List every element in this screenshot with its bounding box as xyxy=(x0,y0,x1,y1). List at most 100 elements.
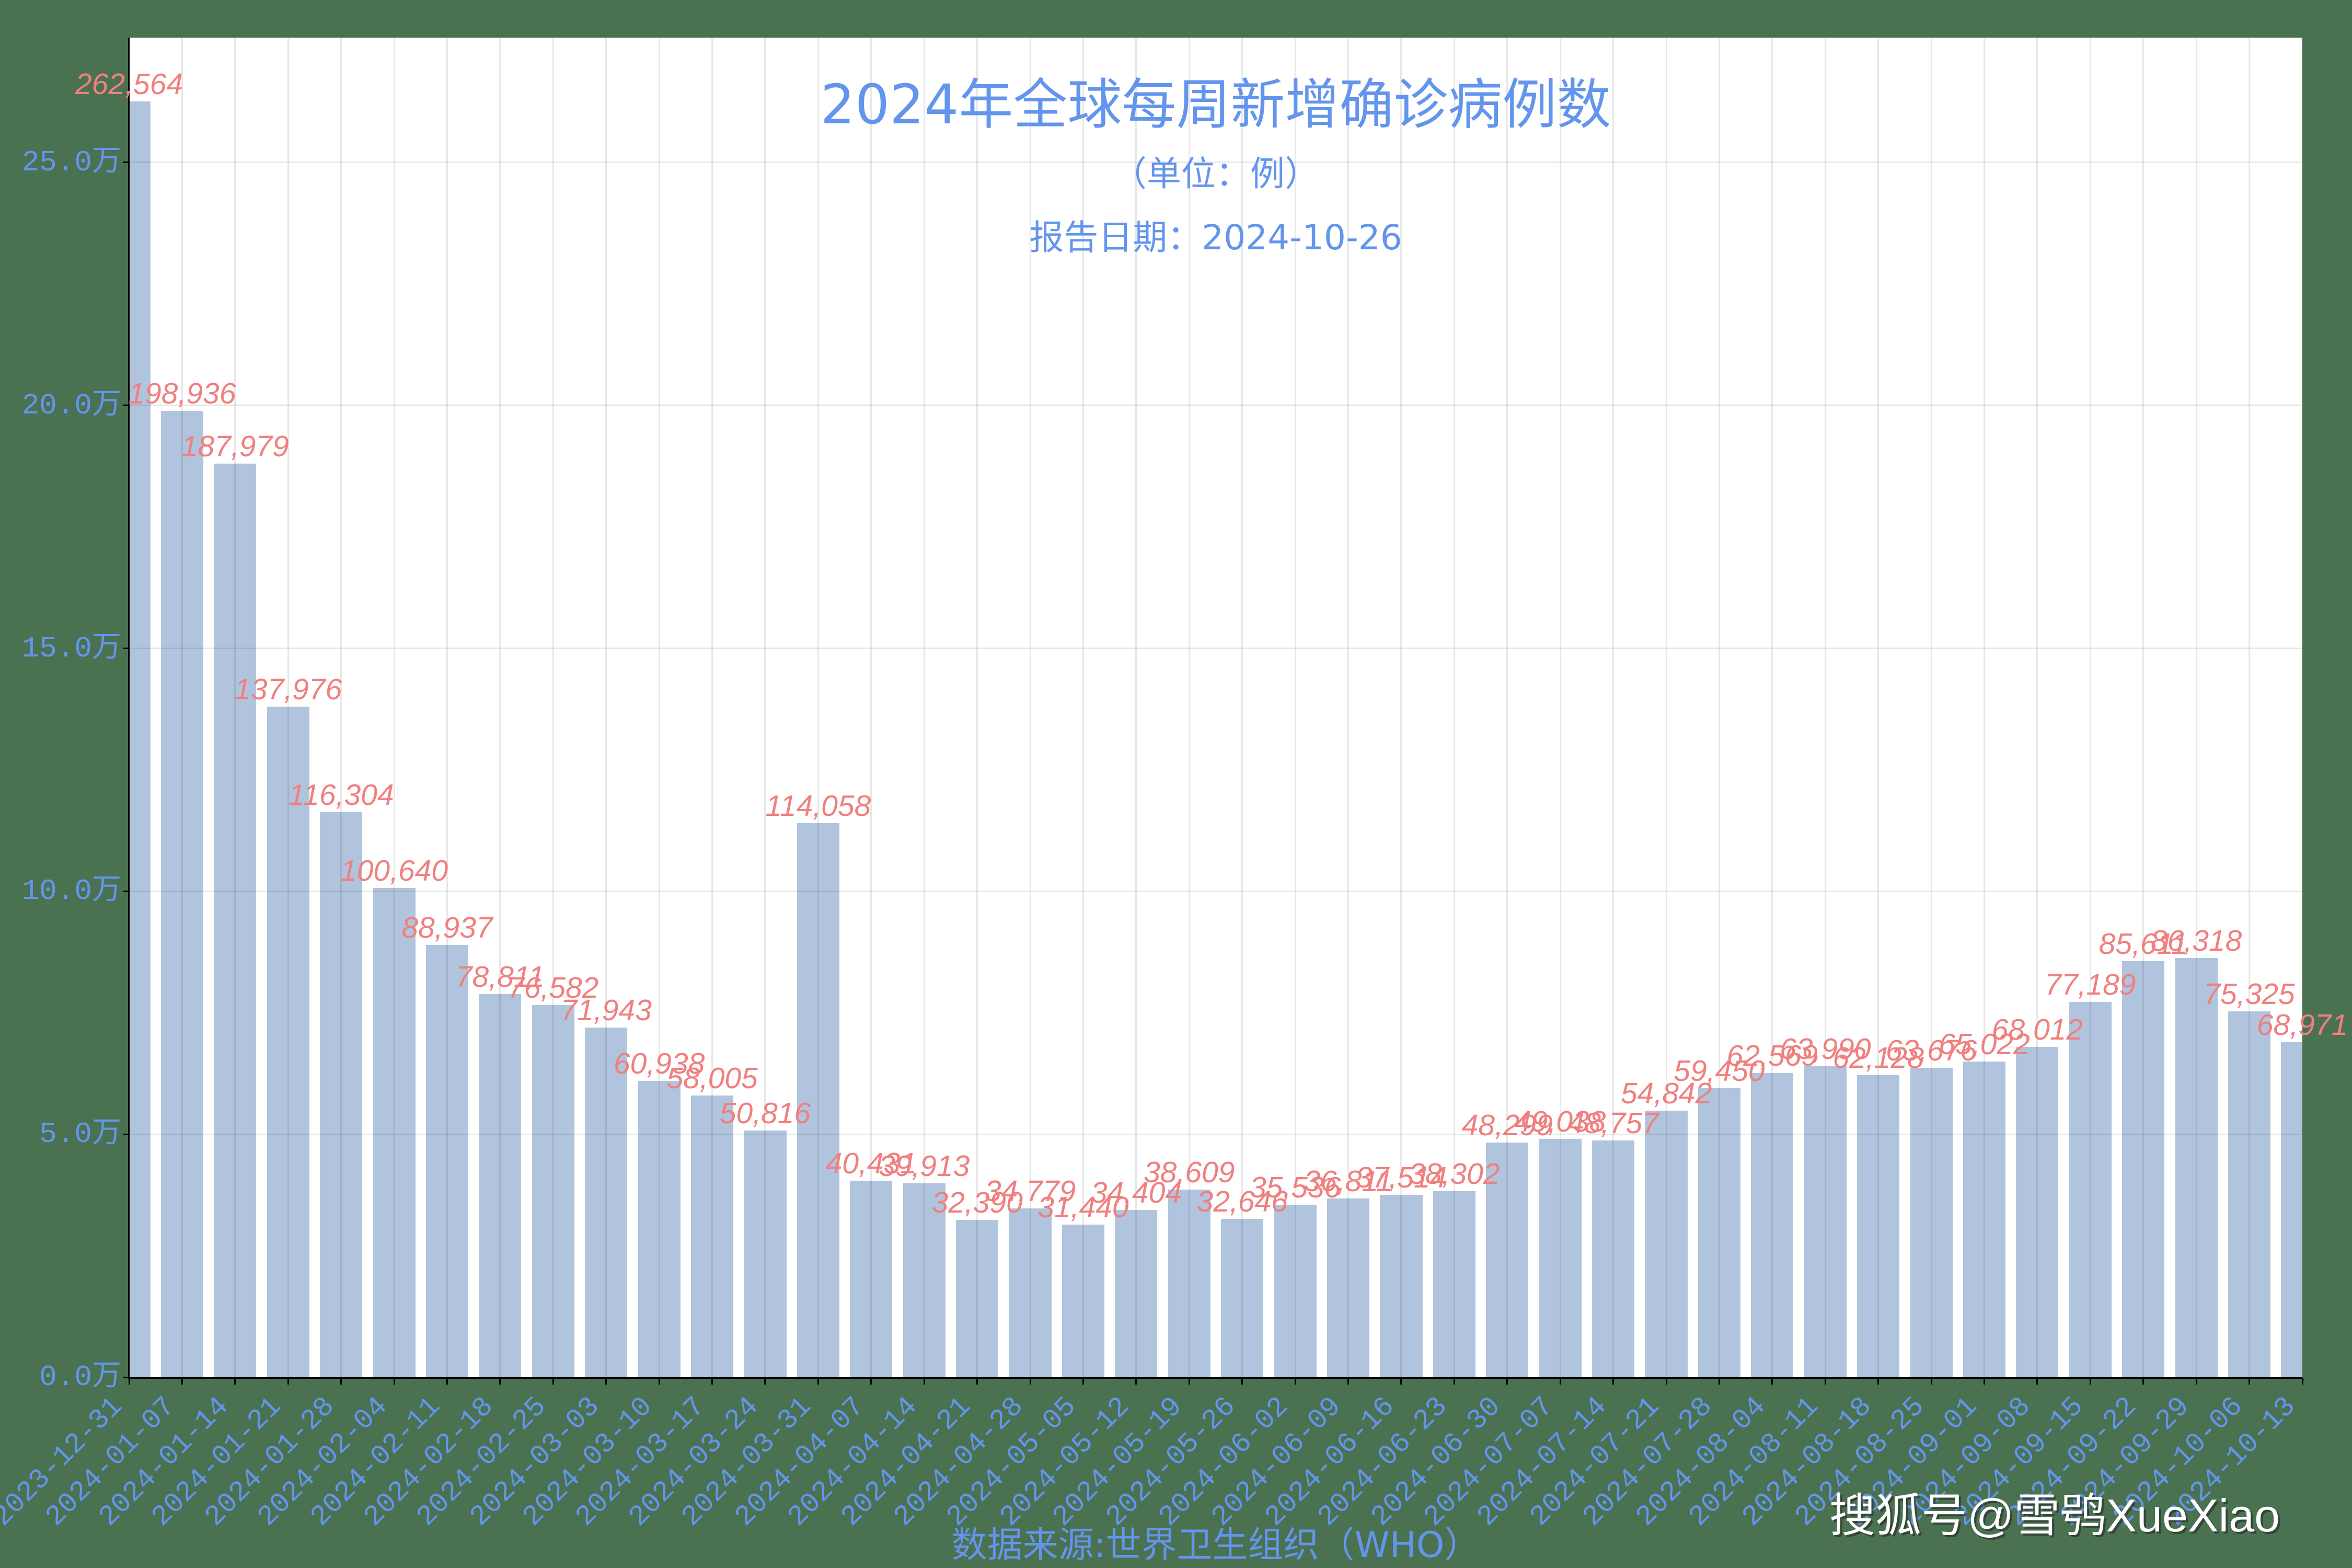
x-tick-mark xyxy=(1771,1378,1773,1385)
bar-value-label: 58,005 xyxy=(666,1061,758,1095)
vertical-grid-line xyxy=(446,38,448,1377)
bar-value-label: 76,582 xyxy=(508,971,599,1005)
x-tick-mark xyxy=(1718,1378,1720,1385)
vertical-grid-line xyxy=(1135,38,1137,1377)
bar xyxy=(1963,1061,2006,1377)
bar-value-label: 38,609 xyxy=(1144,1156,1235,1190)
bar-value-label: 65,022 xyxy=(1939,1027,2030,1061)
bar-value-label: 35,536 xyxy=(1249,1170,1341,1204)
bar-value-label: 68,971 xyxy=(2256,1008,2348,1042)
bar-value-label: 32,390 xyxy=(931,1185,1023,1219)
vertical-grid-line xyxy=(1771,38,1773,1377)
y-tick-mark xyxy=(123,648,129,649)
x-tick-mark xyxy=(1824,1378,1826,1385)
y-tick-mark xyxy=(123,890,129,892)
bar xyxy=(850,1181,893,1377)
vertical-grid-line xyxy=(499,38,501,1377)
bar xyxy=(638,1081,681,1377)
horizontal-grid-line xyxy=(129,890,2302,892)
x-tick-mark xyxy=(2301,1378,2303,1385)
chart-title: 2024年全球每周新增确诊病例数 xyxy=(820,73,1611,136)
bar xyxy=(2016,1046,2059,1377)
bar xyxy=(425,945,469,1377)
bar xyxy=(1433,1191,1475,1377)
bar-value-label: 86,318 xyxy=(2150,924,2242,958)
x-tick-mark xyxy=(923,1378,925,1385)
x-tick-mark xyxy=(1665,1378,1667,1385)
y-tick-mark xyxy=(123,162,129,164)
bar-value-label: 114,058 xyxy=(765,789,871,823)
bar-value-label: 62,128 xyxy=(1832,1041,1924,1075)
x-tick-mark xyxy=(2089,1378,2091,1385)
x-tick-mark xyxy=(1029,1378,1031,1385)
bar-value-label: 50,816 xyxy=(719,1096,811,1130)
horizontal-grid-line xyxy=(129,1376,2302,1377)
vertical-grid-line xyxy=(1824,38,1826,1377)
x-tick-mark xyxy=(446,1378,448,1385)
vertical-grid-line xyxy=(340,38,342,1377)
vertical-grid-line xyxy=(1453,38,1455,1377)
x-tick-mark xyxy=(1612,1378,1615,1385)
vertical-grid-line xyxy=(1347,38,1350,1377)
vertical-grid-line xyxy=(2195,38,2197,1377)
vertical-grid-line xyxy=(1559,38,1561,1377)
vertical-grid-line xyxy=(764,38,766,1377)
x-tick-mark xyxy=(1188,1378,1190,1385)
bar-value-label: 78,811 xyxy=(455,960,545,994)
vertical-grid-line xyxy=(1718,38,1720,1377)
bar-value-label: 48,757 xyxy=(1567,1106,1659,1140)
bar xyxy=(744,1130,787,1377)
bar xyxy=(1751,1073,1794,1377)
vertical-grid-line xyxy=(1029,38,1031,1377)
vertical-grid-line xyxy=(2142,38,2145,1377)
bar-value-label: 116,304 xyxy=(288,778,394,812)
bar xyxy=(956,1219,999,1377)
bar-value-label: 59,450 xyxy=(1674,1054,1765,1088)
vertical-grid-line xyxy=(2036,38,2038,1377)
watermark: 搜狐号@雪鸮XueXiao xyxy=(1829,1490,2280,1541)
bar-value-label: 37,514 xyxy=(1355,1161,1447,1195)
vertical-grid-line xyxy=(1612,38,1615,1377)
bar xyxy=(1115,1210,1158,1377)
bar-value-label: 36,811 xyxy=(1304,1164,1393,1198)
bar-value-label: 60,938 xyxy=(613,1047,705,1081)
bar xyxy=(1804,1066,1847,1377)
bar xyxy=(1645,1111,1688,1377)
plot-area xyxy=(129,38,2302,1377)
vertical-grid-line xyxy=(1930,38,1932,1377)
x-tick-mark xyxy=(1082,1378,1084,1385)
bar-value-label: 63,990 xyxy=(1780,1032,1871,1066)
x-tick-mark xyxy=(1877,1378,1880,1385)
bar-value-label: 63,676 xyxy=(1885,1034,1977,1068)
x-tick-mark xyxy=(658,1378,660,1385)
vertical-grid-line xyxy=(923,38,925,1377)
bar-value-label: 31,440 xyxy=(1037,1190,1129,1224)
bar-value-label: 49,038 xyxy=(1515,1105,1606,1139)
x-tick-mark xyxy=(2195,1378,2197,1385)
horizontal-grid-line xyxy=(129,648,2302,649)
horizontal-grid-line xyxy=(129,405,2302,407)
vertical-grid-line xyxy=(658,38,660,1377)
bar xyxy=(585,1028,628,1377)
bar xyxy=(1698,1088,1740,1377)
bar xyxy=(532,1005,574,1377)
bar xyxy=(160,410,203,1377)
bar-value-label: 34,779 xyxy=(984,1174,1076,1208)
x-tick-mark xyxy=(340,1378,342,1385)
bar-value-label: 77,189 xyxy=(2045,968,2136,1002)
vertical-grid-line xyxy=(2249,38,2251,1377)
x-tick-mark xyxy=(817,1378,819,1385)
y-tick-mark xyxy=(123,1376,129,1378)
bar xyxy=(797,823,839,1377)
bar xyxy=(1062,1224,1105,1377)
y-tick-label: 5.0万 xyxy=(39,1117,121,1151)
vertical-grid-line xyxy=(1506,38,1508,1377)
x-tick-mark xyxy=(764,1378,766,1385)
vertical-grid-line xyxy=(234,38,236,1377)
bar xyxy=(2069,1002,2112,1377)
bar xyxy=(373,888,416,1377)
grid-lines xyxy=(129,38,2302,1377)
bar-value-label: 48,299 xyxy=(1461,1108,1553,1142)
bar-value-label: 262,564 xyxy=(75,67,183,101)
x-tick-mark xyxy=(1241,1378,1243,1385)
